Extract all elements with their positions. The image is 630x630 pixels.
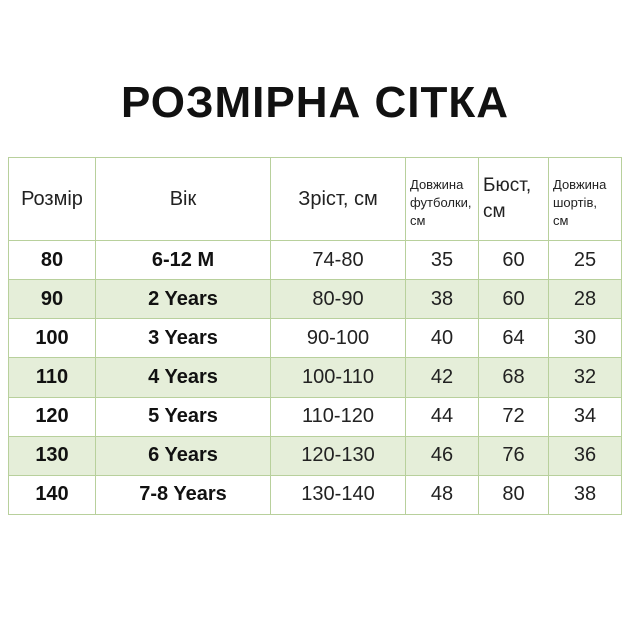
table-cell: 4 Years	[95, 357, 271, 398]
table-cell: 46	[405, 435, 479, 476]
table-cell: 100-110	[270, 357, 406, 398]
table-cell: 74-80	[270, 240, 406, 281]
table-cell: 7-8 Years	[95, 474, 271, 515]
table-cell: 100	[8, 318, 96, 359]
table-cell: 76	[478, 435, 549, 476]
header-text: Довжина	[553, 177, 607, 192]
table-cell: 120-130	[270, 435, 406, 476]
table-cell: 90-100	[270, 318, 406, 359]
header-text: Бюст,	[483, 175, 532, 196]
table-cell: 36	[548, 435, 622, 476]
header-cell: Довжина футболки, см	[405, 157, 479, 241]
table-cell: 80	[478, 474, 549, 515]
table-cell: 68	[478, 357, 549, 398]
table-cell: 44	[405, 396, 479, 437]
title: РОЗМІРНА СІТКА	[120, 78, 510, 127]
header-text: см	[410, 213, 426, 228]
header-text: см	[483, 201, 506, 222]
table-cell: 64	[478, 318, 549, 359]
table-cell: 25	[548, 240, 622, 281]
table-cell: 130-140	[270, 474, 406, 515]
table-cell: 5 Years	[95, 396, 271, 437]
table-cell: 42	[405, 357, 479, 398]
table-cell: 38	[548, 474, 622, 515]
table-cell: 110-120	[270, 396, 406, 437]
table-cell: 90	[8, 279, 96, 320]
header-cell: Розмір	[8, 157, 96, 241]
table-cell: 72	[478, 396, 549, 437]
table-cell: 80	[8, 240, 96, 281]
table-cell: 48	[405, 474, 479, 515]
header-cell: Бюст, см	[478, 157, 549, 241]
table-cell: 6 Years	[95, 435, 271, 476]
table-cell: 38	[405, 279, 479, 320]
header-cell: Вік	[95, 157, 271, 241]
header-cell: Зріст, см	[270, 157, 406, 241]
table-cell: 40	[405, 318, 479, 359]
table-cell: 60	[478, 240, 549, 281]
table-cell: 3 Years	[95, 318, 271, 359]
header-text: Довжина	[410, 177, 464, 192]
header-text: Вік	[169, 187, 197, 210]
header-text: Розмір	[21, 187, 83, 210]
header-text: шортів,	[553, 195, 597, 210]
table-cell: 110	[8, 357, 96, 398]
table-cell: 28	[548, 279, 622, 320]
table-cell: 130	[8, 435, 96, 476]
size-table: Розмір Вік Зріст, см Довжина футболки, см Бюст…	[8, 157, 622, 515]
table-cell: 35	[405, 240, 479, 281]
table-cell: 120	[8, 396, 96, 437]
table-cell: 2 Years	[95, 279, 271, 320]
header-text: см	[553, 213, 569, 228]
header-text: Зріст, см	[298, 187, 378, 210]
header-text: футболки,	[410, 195, 472, 210]
table-cell: 34	[548, 396, 622, 437]
table-cell: 6-12 M	[95, 240, 271, 281]
table-cell: 140	[8, 474, 96, 515]
table-cell: 80-90	[270, 279, 406, 320]
header-cell: Довжина шортів, см	[548, 157, 622, 241]
table-cell: 60	[478, 279, 549, 320]
table-cell: 32	[548, 357, 622, 398]
table-cell: 30	[548, 318, 622, 359]
